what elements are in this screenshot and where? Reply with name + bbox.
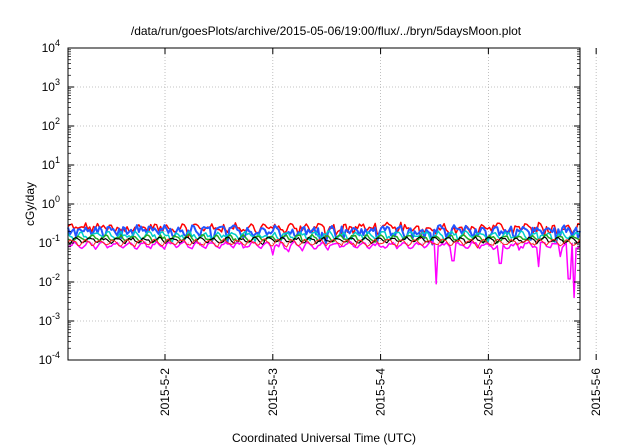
x-axis: 2015-5-2 2015-5-3 2015-5-4 2015-5-5 2015-5-6 [158,48,603,416]
x-tick-label: 2015-5-2 [158,368,172,416]
y-tick-label: 10-2 [39,272,60,289]
x-tick-label: 2015-5-3 [266,368,280,416]
y-tick-label: 10-3 [39,311,60,328]
series-line [67,238,581,249]
series-line [67,230,581,244]
y-tick-label: 10-4 [39,350,60,367]
x-axis-label: Coordinated Universal Time (UTC) [232,431,416,445]
x-tick-label: 2015-5-4 [374,368,388,416]
y-tick-label: 104 [42,38,60,55]
y-tick-label: 100 [42,194,60,211]
chart-title: /data/run/goesPlots/archive/2015-05-06/1… [131,24,522,38]
y-axis: 10-4 10-3 10-2 10-1 100 101 102 103 104 [39,38,580,367]
y-tick-label: 101 [42,155,60,172]
plot-lines [67,221,581,299]
y-tick-label: 103 [42,77,60,94]
x-tick-label: 2015-5-5 [481,368,495,416]
x-tick-label: 2015-5-6 [589,368,603,416]
grid [68,48,597,360]
y-tick-label: 102 [42,116,60,133]
series-line [67,240,581,299]
y-tick-label: 10-1 [39,233,60,250]
y-axis-label: cGy/day [23,182,37,226]
